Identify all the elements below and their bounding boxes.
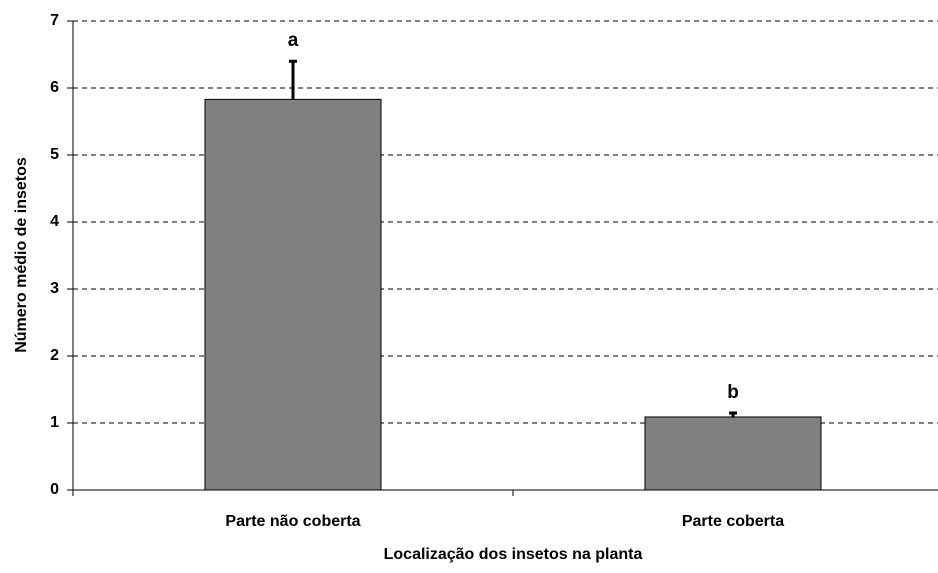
y-tick-label: 1 (50, 414, 59, 431)
y-tick-label: 4 (50, 213, 59, 230)
y-tick-label: 3 (50, 280, 59, 297)
error-bar (289, 59, 297, 100)
y-tick-label: 7 (50, 12, 59, 29)
significance-letter: a (288, 30, 299, 51)
y-axis-title: Número médio de insetos (13, 157, 30, 353)
y-tick-label: 2 (50, 347, 59, 364)
y-tick-label: 6 (50, 79, 59, 96)
error-bar (729, 411, 737, 417)
x-tick-label: Parte coberta (682, 513, 784, 530)
x-axis-title: Localização dos insetos na planta (384, 546, 643, 563)
x-tick-label: Parte não coberta (225, 513, 360, 530)
bar (204, 98, 382, 491)
bar (644, 416, 822, 491)
significance-letter: b (727, 382, 739, 403)
y-tick-label: 5 (50, 146, 59, 163)
y-tick-label: 0 (50, 481, 59, 498)
